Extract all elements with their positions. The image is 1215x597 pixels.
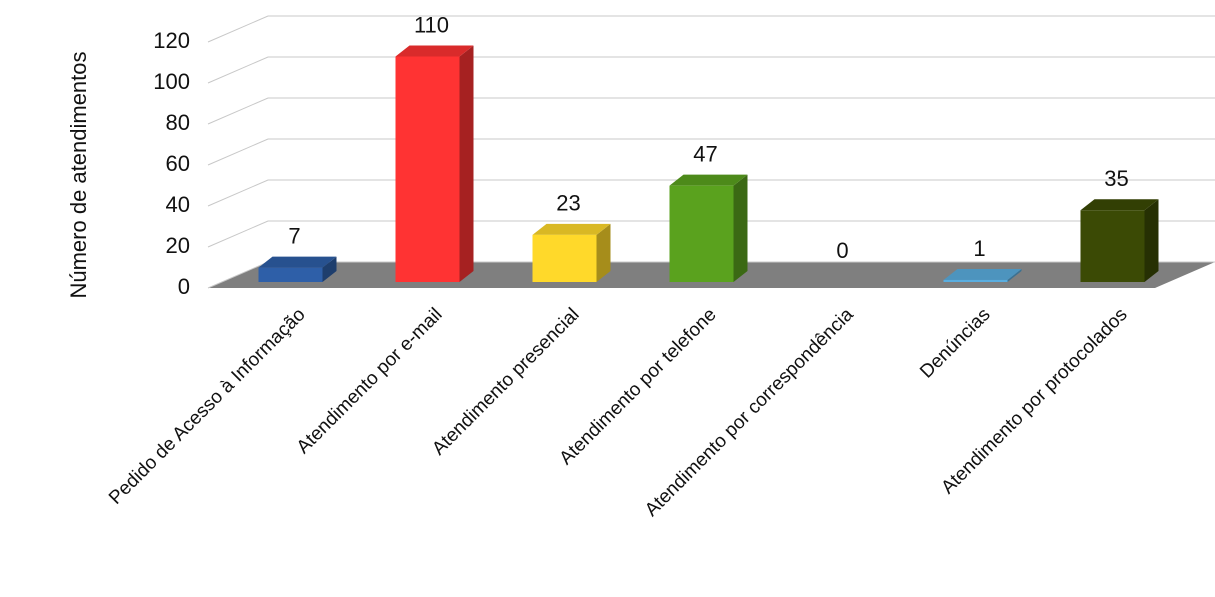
bar-top [258,256,337,268]
x-tick-label: Atendimento por e-mail [293,304,447,458]
y-axis-label: Número de atendimentos [66,51,91,298]
value-label: 0 [836,238,848,263]
bar-side [1007,268,1022,282]
y-tick-label: 120 [153,28,190,53]
y-tick-label: 80 [166,110,190,135]
bar [943,279,1008,282]
grid-line [207,97,1215,125]
bar-side [596,223,611,282]
x-tick-label: Pedido de Acesso à Informação [105,304,310,509]
bar-top [943,268,1022,280]
value-label: 47 [693,141,717,166]
bar [532,234,597,282]
bar [669,185,734,282]
bar-top [669,174,748,186]
y-tick-label: 0 [178,274,190,299]
bar-top [1080,199,1159,211]
grid-line [207,179,1215,207]
y-tick-label: 40 [166,192,190,217]
bar-top [532,223,611,235]
grid-line [207,56,1215,84]
bar [1080,210,1145,282]
x-tick-label: Atendimento presencial [428,304,583,459]
y-tick-label: 60 [166,151,190,176]
value-label: 35 [1104,166,1128,191]
bar-side [1144,199,1159,282]
bar-side [459,45,474,282]
grid-line [207,15,1215,43]
value-label: 1 [973,236,985,261]
y-tick-label: 100 [153,69,190,94]
bar-top [395,45,474,57]
bar [395,56,460,282]
bar-side [733,174,748,282]
value-label: 7 [288,223,300,248]
bar [258,267,323,282]
x-tick-label: Denúncias [916,304,994,382]
value-label: 23 [556,191,580,216]
grid-line [207,220,1215,248]
x-tick-label: Atendimento por telefone [556,304,721,469]
grid-line [207,138,1215,166]
y-tick-label: 20 [166,233,190,258]
value-label: 110 [414,12,449,37]
bar-side [322,256,337,282]
